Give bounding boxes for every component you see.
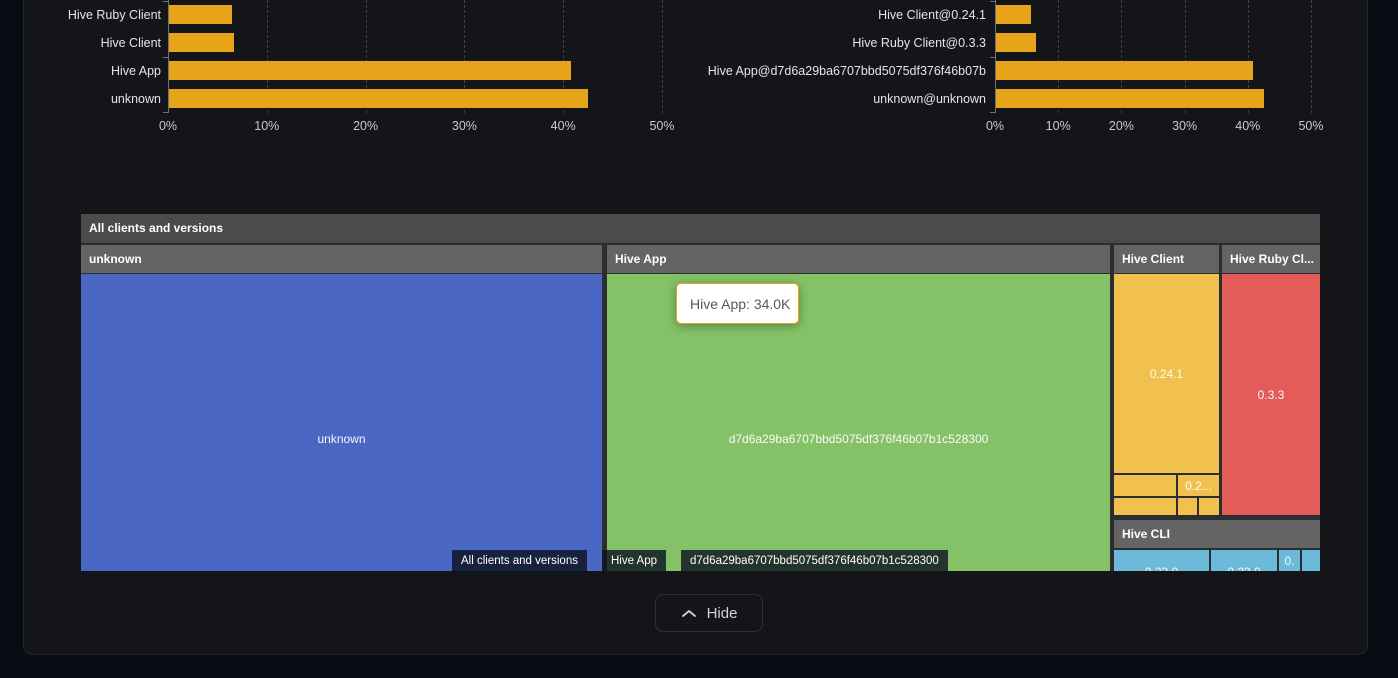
- treemap-cell-hive-client[interactable]: [1199, 498, 1219, 515]
- grid-line: [1184, 0, 1186, 113]
- grid-line: [662, 0, 663, 113]
- breadcrumb-item[interactable]: d7d6a29ba6707bbd5075df376f46b07b1c528300: [681, 550, 948, 573]
- treemap-cell-label: 0.23.0: [1145, 565, 1178, 571]
- tooltip-text: Hive App: 34.0K: [690, 295, 791, 312]
- breadcrumb-chevron-icon: [588, 550, 601, 573]
- treemap-cell-label: 0.23.0: [1227, 565, 1260, 571]
- y-axis-line: [995, 0, 996, 113]
- axis-tick: [163, 1, 168, 2]
- category-label: Hive Client@0.24.1: [878, 8, 986, 22]
- x-tick-label: 20%: [1108, 119, 1134, 133]
- category-label: Hive Ruby Client@0.3.3: [852, 36, 986, 50]
- x-tick-label: 30%: [451, 119, 477, 133]
- x-tick-label: 20%: [353, 119, 379, 133]
- bar-unknown[interactable]: [169, 89, 588, 108]
- treemap-cell-label: d7d6a29ba6707bbd5075df376f46b07b1c528300: [728, 432, 989, 446]
- treemap-cell-hive-client[interactable]: 0.2...: [1178, 475, 1219, 496]
- hover-tooltip: Hive App: 34.0K: [676, 283, 799, 324]
- y-axis-line: [168, 0, 169, 113]
- bar-hive-client[interactable]: [169, 33, 235, 52]
- category-label: Hive App: [110, 64, 161, 78]
- bar-hive-ruby-client[interactable]: [169, 5, 233, 24]
- grid-line: [1121, 0, 1123, 113]
- treemap-cell-hive-client[interactable]: [1114, 475, 1176, 496]
- category-label: Hive Client: [100, 36, 161, 50]
- treemap-cell-label: 0.2...: [1185, 478, 1212, 493]
- treemap-section-header-hive-cli[interactable]: Hive CLI: [1114, 520, 1320, 548]
- treemap-cell-label: 0.24.1: [1149, 366, 1184, 381]
- axis-tick: [990, 57, 995, 58]
- treemap-all-clients-and-versions: All clients and versions unknown unknown H…: [81, 214, 1320, 571]
- grid-line: [464, 0, 466, 113]
- grid-line: [1058, 0, 1060, 113]
- x-tick-label: 30%: [1172, 119, 1198, 133]
- x-tick-label: 50%: [649, 119, 675, 133]
- x-tick-label: 10%: [254, 119, 280, 133]
- grid-line: [1311, 0, 1312, 113]
- category-label: unknown@unknown: [873, 92, 986, 106]
- category-label: unknown: [110, 92, 161, 106]
- breadcrumb-chevron-icon: [667, 550, 680, 573]
- breadcrumb-item[interactable]: All clients and versions: [452, 550, 587, 573]
- treemap-cell-hive-client[interactable]: 0.24.1: [1114, 274, 1219, 473]
- treemap-cell-unknown[interactable]: unknown: [81, 274, 602, 571]
- grid-line: [1247, 0, 1249, 113]
- bar-hive-app[interactable]: [169, 61, 572, 80]
- axis-tick: [990, 112, 995, 113]
- treemap-cell-hive-cli[interactable]: [1302, 550, 1320, 571]
- x-tick-label: 40%: [1235, 119, 1261, 133]
- treemap-cell-hive-cli[interactable]: 0.23.0: [1114, 550, 1209, 571]
- treemap-breadcrumb: All clients and versions Hive App d7d6a29b…: [452, 550, 948, 573]
- treemap-section-header-hive-app[interactable]: Hive App: [607, 245, 1110, 273]
- treemap-section-header-hive-ruby-cl-[interactable]: Hive Ruby Cl...: [1222, 245, 1320, 273]
- bar-hive-app-d7d6a29ba6707bbd5075df376f46b07b[interactable]: [996, 61, 1254, 80]
- treemap-cell-label: unknown: [317, 432, 366, 446]
- axis-tick: [163, 57, 168, 58]
- category-label: Hive Ruby Client: [67, 8, 161, 22]
- category-label: Hive App@d7d6a29ba6707bbd5075df376f46b07…: [707, 64, 986, 78]
- treemap-cell-hive-client[interactable]: [1178, 498, 1197, 515]
- x-tick-label: 50%: [1298, 119, 1324, 133]
- treemap-title: All clients and versions: [89, 221, 224, 235]
- axis-tick: [163, 112, 168, 113]
- treemap-cell-hive-client[interactable]: [1114, 498, 1176, 515]
- bar-unknown-unknown[interactable]: [996, 89, 1264, 108]
- treemap-cell-label: 0.: [1284, 554, 1295, 568]
- chevron-up-icon: [681, 610, 696, 617]
- treemap-cell-label: 0.3.3: [1257, 387, 1285, 402]
- treemap-cell-hive-cli[interactable]: 0.23.0: [1211, 550, 1277, 571]
- treemap-section-header-unknown[interactable]: unknown: [81, 245, 602, 273]
- breadcrumb-item[interactable]: Hive App: [601, 550, 667, 573]
- x-tick-label: 0%: [158, 119, 178, 133]
- treemap-cell-hive-cli[interactable]: 0.: [1279, 550, 1300, 571]
- bar-hive-ruby-client-0-3-3[interactable]: [996, 33, 1036, 52]
- hide-button[interactable]: Hide: [655, 594, 763, 632]
- hide-button-label: Hide: [706, 604, 738, 622]
- grid-line: [365, 0, 367, 113]
- treemap-cell-hive-ruby-cl-[interactable]: 0.3.3: [1222, 274, 1320, 515]
- x-tick-label: 40%: [550, 119, 576, 133]
- x-tick-label: 10%: [1045, 119, 1071, 133]
- bar-hive-client-0-24-1[interactable]: [996, 5, 1031, 24]
- axis-tick: [990, 1, 995, 2]
- grid-line: [266, 0, 268, 113]
- treemap-section-header-hive-client[interactable]: Hive Client: [1114, 245, 1219, 273]
- x-tick-label: 0%: [985, 119, 1005, 133]
- treemap-root-header[interactable]: All clients and versions: [81, 214, 1320, 243]
- grid-line: [563, 0, 565, 113]
